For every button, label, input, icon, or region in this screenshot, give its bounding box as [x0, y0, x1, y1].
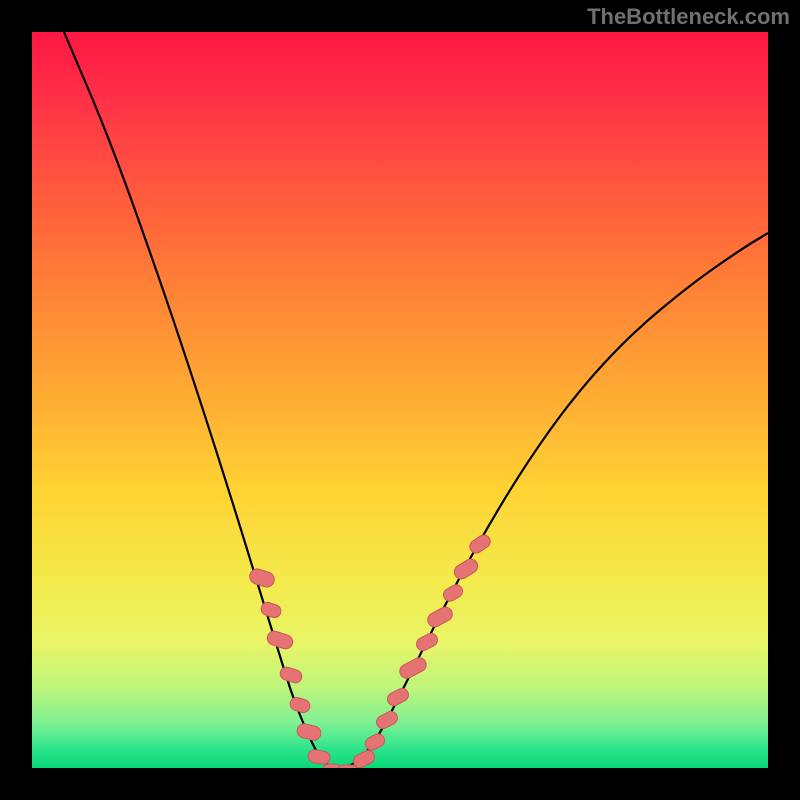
curve-marker: [338, 765, 358, 777]
chart-container: TheBottleneck.com: [0, 0, 800, 800]
curve-marker: [323, 764, 341, 776]
gradient-background: [32, 32, 768, 768]
chart-svg: [0, 0, 800, 800]
